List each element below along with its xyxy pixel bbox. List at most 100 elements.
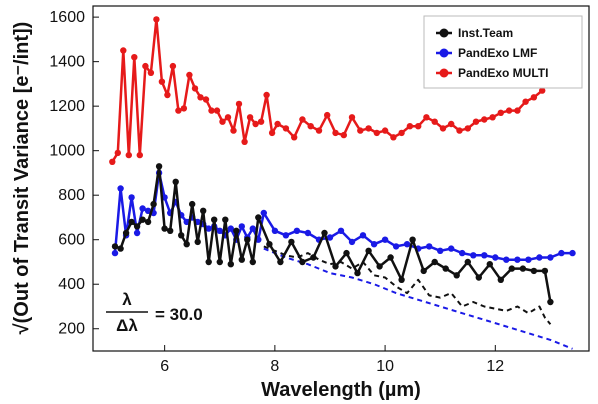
data-point	[194, 238, 201, 246]
x-tick-label: 12	[486, 358, 504, 375]
data-point	[139, 216, 146, 223]
data-point	[420, 267, 427, 275]
data-point	[508, 265, 515, 272]
data-point	[370, 241, 378, 248]
y-axis-ticks: 200 400 600 800 1000 1200 1400 1600	[49, 9, 99, 338]
legend-label: Inst.Team	[458, 26, 513, 40]
data-point	[139, 205, 146, 212]
data-point	[282, 232, 290, 239]
data-point	[114, 149, 122, 157]
data-point	[205, 225, 212, 232]
data-point	[519, 265, 527, 272]
data-point	[186, 71, 193, 79]
data-point	[257, 118, 265, 125]
data-point	[492, 254, 499, 261]
data-point	[252, 120, 259, 128]
data-point	[128, 218, 135, 226]
x-tick-label: 6	[160, 358, 169, 375]
x-tick-label: 10	[376, 358, 394, 375]
legend-label: PandExo MULTI	[458, 66, 548, 80]
ratio-denominator: Δλ	[116, 316, 138, 335]
x-axis-label: Wavelength (µm)	[261, 379, 421, 401]
data-point	[291, 134, 298, 141]
data-point	[541, 267, 549, 275]
data-point	[263, 91, 270, 99]
data-point	[481, 116, 488, 123]
data-point	[409, 236, 416, 243]
data-point	[167, 227, 174, 234]
data-point	[136, 151, 143, 159]
data-point	[522, 98, 529, 105]
data-point	[392, 243, 400, 250]
data-point	[337, 227, 345, 234]
data-point	[211, 216, 218, 223]
data-point	[489, 114, 496, 121]
data-point	[271, 227, 279, 234]
x-tick-label: 8	[270, 358, 279, 375]
data-point	[448, 245, 455, 252]
series-4	[263, 247, 573, 350]
data-point	[357, 127, 364, 134]
data-point	[326, 234, 334, 241]
data-point	[153, 16, 160, 23]
data-point	[288, 238, 295, 246]
data-point	[158, 78, 166, 85]
data-point	[437, 247, 444, 254]
data-point	[191, 85, 199, 92]
data-point	[175, 107, 182, 114]
data-point	[147, 69, 155, 77]
legend-marker	[439, 68, 449, 78]
y-axis-label: √(Out of Transit Variance [e⁻/int])	[11, 22, 33, 335]
data-point	[293, 227, 301, 234]
data-point	[448, 120, 455, 128]
data-point	[180, 105, 188, 112]
data-point	[373, 129, 380, 137]
data-point	[202, 96, 210, 103]
data-point	[111, 249, 119, 257]
data-point	[376, 263, 383, 270]
data-point	[536, 254, 543, 261]
data-point	[189, 200, 196, 208]
data-point	[299, 116, 306, 123]
data-point	[299, 258, 306, 266]
data-point	[120, 47, 127, 54]
data-point	[481, 252, 488, 259]
data-point	[183, 241, 190, 248]
data-point	[398, 276, 405, 283]
y-tick-label: 600	[58, 232, 85, 249]
data-point	[525, 256, 532, 263]
data-point	[359, 232, 367, 239]
data-point	[459, 249, 466, 257]
data-point	[503, 256, 510, 263]
data-point	[150, 200, 157, 208]
data-point	[133, 229, 141, 237]
data-point	[530, 94, 538, 101]
data-point	[260, 209, 267, 217]
y-tick-label: 200	[58, 321, 85, 338]
legend-marker	[439, 48, 449, 58]
y-tick-label: 1600	[49, 9, 85, 26]
data-point	[406, 123, 414, 130]
data-point	[558, 249, 565, 257]
data-point	[539, 87, 546, 94]
data-point	[200, 207, 207, 214]
data-point	[415, 123, 422, 130]
data-point	[514, 256, 521, 263]
data-point	[387, 254, 394, 261]
data-point	[144, 218, 152, 226]
data-point	[224, 114, 232, 121]
data-point	[227, 225, 234, 232]
y-tick-label: 1200	[49, 98, 85, 115]
data-point	[423, 114, 430, 121]
legend-label: PandExo LMF	[458, 46, 537, 60]
ratio-annotation: λ Δλ = 30.0	[106, 290, 203, 335]
data-point	[547, 254, 554, 261]
data-point	[233, 227, 240, 234]
data-point	[348, 238, 356, 246]
data-point	[216, 227, 223, 234]
y-tick-label: 400	[58, 276, 85, 293]
data-point	[365, 247, 372, 254]
data-point	[442, 265, 449, 272]
data-point	[426, 243, 433, 250]
